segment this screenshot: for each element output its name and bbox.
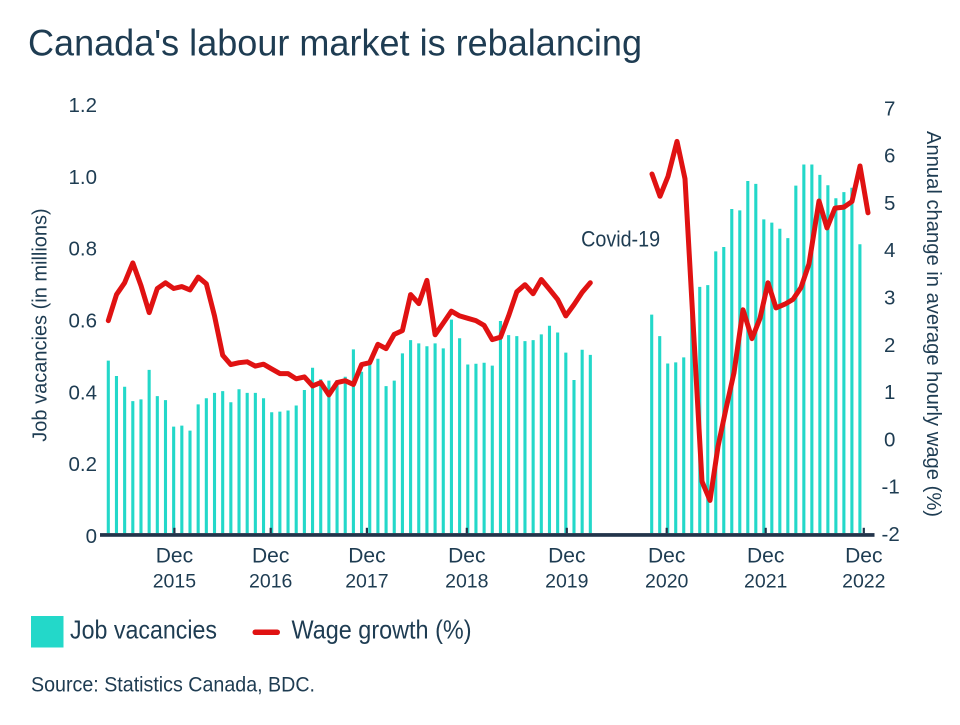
svg-text:Dec: Dec xyxy=(156,545,193,568)
svg-text:-1: -1 xyxy=(882,476,900,499)
svg-text:2016: 2016 xyxy=(249,571,292,593)
svg-text:-2: -2 xyxy=(882,523,900,546)
svg-text:Annual change in average hourl: Annual change in average hourly wage (%) xyxy=(922,131,944,517)
svg-text:Job vacancies (in millions): Job vacancies (in millions) xyxy=(30,208,52,441)
svg-text:7: 7 xyxy=(884,97,895,120)
svg-text:5: 5 xyxy=(884,192,895,215)
svg-text:Canada's labour market is reba: Canada's labour market is rebalancing xyxy=(28,23,642,64)
svg-text:3: 3 xyxy=(884,287,895,310)
svg-text:0: 0 xyxy=(884,428,895,451)
svg-text:2018: 2018 xyxy=(445,571,488,593)
svg-text:Source: Statistics Canada, BDC: Source: Statistics Canada, BDC. xyxy=(31,674,315,697)
svg-text:2017: 2017 xyxy=(345,571,388,593)
svg-text:Dec: Dec xyxy=(845,545,882,568)
svg-text:2022: 2022 xyxy=(842,571,885,593)
svg-text:0.4: 0.4 xyxy=(69,381,98,404)
svg-text:0.2: 0.2 xyxy=(69,453,98,476)
svg-text:Job vacancies: Job vacancies xyxy=(70,615,217,645)
svg-text:Dec: Dec xyxy=(747,545,784,568)
svg-text:Wage growth (%): Wage growth (%) xyxy=(292,615,472,645)
svg-text:2020: 2020 xyxy=(645,571,689,593)
svg-text:Dec: Dec xyxy=(548,545,585,568)
svg-text:Dec: Dec xyxy=(648,545,685,568)
svg-text:2021: 2021 xyxy=(744,571,787,593)
svg-text:0.8: 0.8 xyxy=(69,238,98,261)
svg-text:2: 2 xyxy=(884,334,895,357)
svg-text:Dec: Dec xyxy=(448,545,485,568)
svg-text:0.6: 0.6 xyxy=(69,310,98,333)
svg-text:Dec: Dec xyxy=(348,545,385,568)
svg-text:6: 6 xyxy=(884,145,895,168)
svg-text:1.2: 1.2 xyxy=(69,94,98,117)
svg-text:4: 4 xyxy=(884,239,895,262)
svg-text:Dec: Dec xyxy=(252,545,289,568)
svg-text:Covid-19: Covid-19 xyxy=(581,227,660,252)
svg-text:2019: 2019 xyxy=(545,571,588,593)
svg-text:2015: 2015 xyxy=(153,571,197,593)
svg-text:1: 1 xyxy=(884,381,895,404)
svg-text:0: 0 xyxy=(86,525,97,548)
svg-text:1.0: 1.0 xyxy=(69,166,98,189)
